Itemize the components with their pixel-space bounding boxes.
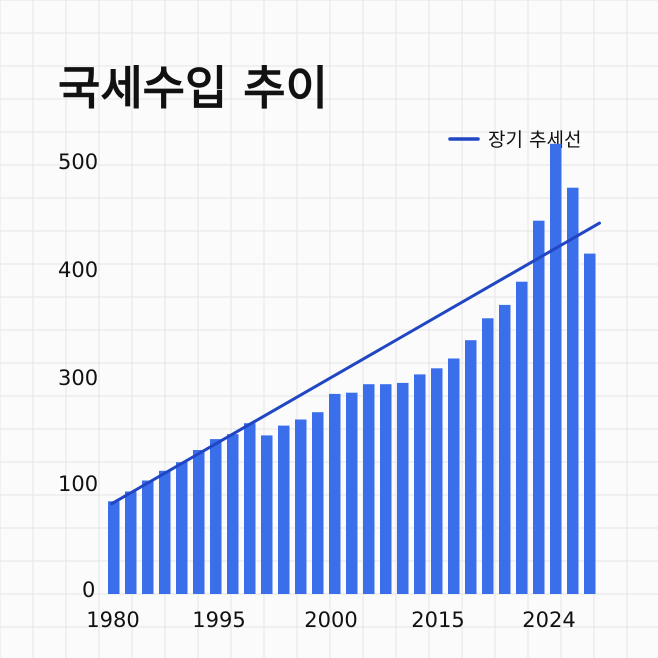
bar — [108, 501, 120, 594]
bar — [142, 480, 154, 594]
bar-series — [108, 143, 596, 595]
bar — [261, 435, 273, 594]
bar — [397, 382, 409, 594]
y-tick-label: 0 — [82, 578, 95, 602]
bar — [125, 491, 137, 594]
x-tick-label: 2015 — [411, 608, 464, 632]
y-axis: 500 400 300 100 0 — [58, 150, 98, 602]
bar — [176, 462, 188, 594]
chart-title: 국세수입 추이 — [58, 61, 328, 115]
legend-label: 장기 추세선 — [488, 129, 581, 151]
bar — [193, 450, 205, 594]
bar — [448, 358, 460, 594]
bar — [499, 304, 511, 594]
bar — [431, 368, 443, 594]
bar — [414, 374, 426, 594]
bar — [329, 393, 341, 594]
y-tick-label: 400 — [58, 258, 98, 282]
bar — [584, 253, 596, 594]
bar — [482, 318, 494, 594]
x-tick-label: 2024 — [522, 608, 575, 632]
bar — [567, 187, 579, 594]
bar — [465, 340, 477, 594]
bar — [550, 143, 562, 595]
bar — [295, 419, 307, 594]
bar — [516, 281, 528, 594]
bar — [210, 439, 222, 594]
bar — [244, 423, 256, 594]
x-tick-label: 1980 — [86, 608, 139, 632]
y-tick-label: 100 — [58, 472, 98, 496]
bar — [533, 220, 545, 594]
bar — [278, 425, 290, 594]
bar — [346, 392, 358, 594]
bar — [380, 384, 392, 594]
bar — [312, 412, 324, 594]
bar — [159, 470, 171, 594]
y-tick-label: 500 — [58, 150, 98, 174]
x-tick-label: 2000 — [304, 608, 357, 632]
y-tick-label: 300 — [58, 366, 98, 390]
x-tick-label: 1995 — [192, 608, 245, 632]
trend-line — [110, 221, 601, 506]
bar — [227, 434, 239, 594]
x-axis: 1980 1995 2000 2015 2024 — [86, 608, 575, 632]
bar — [363, 384, 375, 594]
